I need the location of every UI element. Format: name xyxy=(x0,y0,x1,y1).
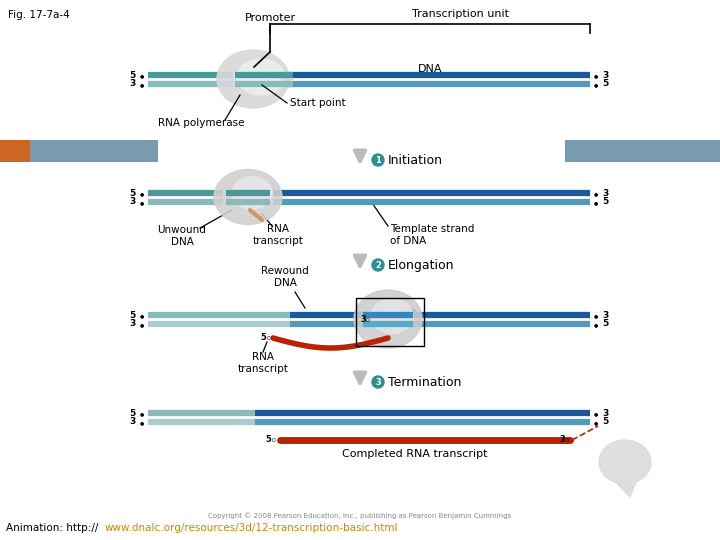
Text: ●: ● xyxy=(140,200,144,206)
Text: 3: 3 xyxy=(130,79,136,89)
Text: O: O xyxy=(566,438,570,443)
Ellipse shape xyxy=(371,299,413,334)
Text: ●: ● xyxy=(140,314,144,319)
Text: ●: ● xyxy=(140,192,144,197)
Text: 3: 3 xyxy=(375,378,381,387)
Text: RNA polymerase: RNA polymerase xyxy=(158,118,245,128)
Text: 1: 1 xyxy=(375,156,381,165)
Text: ●: ● xyxy=(140,83,144,87)
Text: ●: ● xyxy=(594,421,598,426)
Text: ●: ● xyxy=(140,322,144,327)
Text: ●: ● xyxy=(594,73,598,78)
Circle shape xyxy=(372,376,384,388)
Text: 3: 3 xyxy=(602,71,608,79)
Text: ●: ● xyxy=(594,411,598,416)
Text: 5: 5 xyxy=(602,320,608,328)
Text: Completed RNA transcript: Completed RNA transcript xyxy=(342,449,487,459)
Text: Copyright © 2008 Pearson Education, Inc., publishing as Pearson Benjamin Cumming: Copyright © 2008 Pearson Education, Inc.… xyxy=(208,512,512,519)
Text: RNA
transcript: RNA transcript xyxy=(253,224,303,246)
Text: 3: 3 xyxy=(602,188,608,198)
Text: Termination: Termination xyxy=(388,375,462,388)
Text: 3: 3 xyxy=(130,417,136,427)
Text: www.dnalc.org/resources/3d/12-transcription-basic.html: www.dnalc.org/resources/3d/12-transcript… xyxy=(105,523,398,533)
Text: 3: 3 xyxy=(602,408,608,417)
Bar xyxy=(30,140,158,162)
Text: ●: ● xyxy=(594,192,598,197)
Text: Promoter: Promoter xyxy=(244,13,296,23)
Text: ●: ● xyxy=(594,83,598,87)
Text: Unwound
DNA: Unwound DNA xyxy=(158,225,207,247)
Bar xyxy=(565,140,720,162)
Ellipse shape xyxy=(599,440,651,484)
Text: RNA
transcript: RNA transcript xyxy=(238,352,289,374)
Text: 5: 5 xyxy=(602,198,608,206)
Text: 5: 5 xyxy=(130,188,136,198)
Text: DNA: DNA xyxy=(418,64,442,74)
Text: O: O xyxy=(272,438,276,443)
Text: O: O xyxy=(267,336,271,341)
Text: Elongation: Elongation xyxy=(388,259,454,272)
Text: Initiation: Initiation xyxy=(388,153,443,166)
Text: Template strand
of DNA: Template strand of DNA xyxy=(390,224,474,246)
Text: 2: 2 xyxy=(375,261,381,270)
Ellipse shape xyxy=(214,170,282,225)
Ellipse shape xyxy=(237,59,285,95)
Text: 3: 3 xyxy=(602,310,608,320)
Text: 5: 5 xyxy=(260,334,266,342)
Text: O: O xyxy=(366,319,370,323)
Text: 5: 5 xyxy=(130,310,136,320)
Polygon shape xyxy=(611,478,639,498)
Text: Start point: Start point xyxy=(290,98,346,108)
Ellipse shape xyxy=(354,290,422,348)
Text: ●: ● xyxy=(140,421,144,426)
Ellipse shape xyxy=(232,177,272,209)
Circle shape xyxy=(372,259,384,271)
Bar xyxy=(0,140,30,162)
Text: 5: 5 xyxy=(130,71,136,79)
Text: ●: ● xyxy=(140,73,144,78)
Text: ●: ● xyxy=(140,411,144,416)
Text: 3: 3 xyxy=(360,315,366,325)
Text: Animation: http://: Animation: http:// xyxy=(6,523,99,533)
Text: ●: ● xyxy=(594,314,598,319)
Ellipse shape xyxy=(217,50,289,108)
Text: ●: ● xyxy=(594,200,598,206)
Text: 3: 3 xyxy=(130,320,136,328)
Text: Fig. 17-7a-4: Fig. 17-7a-4 xyxy=(8,10,70,20)
Text: 5: 5 xyxy=(602,417,608,427)
Text: 5: 5 xyxy=(265,435,271,444)
Text: Transcription unit: Transcription unit xyxy=(412,9,508,19)
Text: 3: 3 xyxy=(130,198,136,206)
Polygon shape xyxy=(281,77,295,83)
Text: ●: ● xyxy=(594,322,598,327)
Text: Rewound
DNA: Rewound DNA xyxy=(261,266,309,288)
Text: 5: 5 xyxy=(602,79,608,89)
Text: 5: 5 xyxy=(130,408,136,417)
Text: 3: 3 xyxy=(559,435,565,444)
Circle shape xyxy=(372,154,384,166)
